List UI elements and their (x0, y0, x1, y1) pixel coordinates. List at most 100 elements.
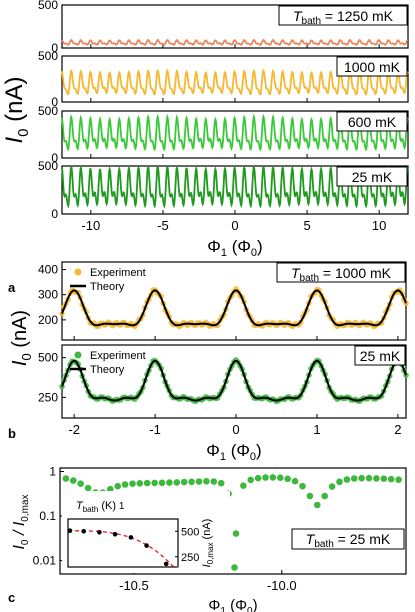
panel-c-point-2 (77, 480, 84, 488)
panel-c-point-35 (321, 492, 329, 500)
panel-c-point-19 (203, 478, 210, 485)
panel-a-series-label-2: 600 mK (348, 114, 397, 130)
panel-c-point-1 (70, 477, 77, 484)
panel-c-inset-point-3 (112, 532, 118, 537)
panel-c-annotation-box (291, 528, 405, 550)
panel-c-point-41 (365, 474, 373, 482)
panel-a-legend-box-2 (336, 111, 408, 132)
panel-c-frame (59, 467, 407, 575)
panel-c-point-13 (158, 479, 166, 487)
panel-b-xlabel: Φ1 (Φ0) (206, 441, 261, 463)
panel-b-legend-theory-1: Theory (90, 364, 125, 376)
panel-b-title-0: Tbath = 1000 mK (291, 265, 392, 284)
panel-a-ytick-label-0-1: 500 (38, 0, 58, 12)
panel-a-xtick-label-2: 0 (231, 218, 238, 233)
panel-b-theory-line-1 (61, 359, 407, 402)
panel-c-point-31 (291, 477, 299, 485)
panel-label-a: a (8, 280, 16, 295)
panel-b-legend-marker-1 (74, 351, 82, 359)
panel-c-inset-point-0 (67, 528, 73, 533)
panel-a-legend-box-0 (278, 5, 408, 26)
panel-c-point-25 (247, 476, 254, 484)
panel-a-subplot-1: 0 500 1000 mK (38, 49, 409, 109)
panel-a-xtick-label-0: -10 (81, 218, 100, 233)
panel-b-ytick-label-0-2: 400 (38, 263, 58, 277)
panel-c-point-6 (107, 485, 114, 493)
panel-c-annotation: Tbath = 25 mK (306, 531, 391, 550)
panel-b-title-box-1 (354, 345, 406, 366)
panel-a-ytick-label-3-1: 500 (38, 159, 58, 173)
panel-c-point-3 (84, 484, 92, 492)
panel-c-inset-frame (67, 518, 179, 568)
panel-a-ytick-label-2-1: 500 (38, 104, 58, 118)
panel-a-ytick-label-0-0: 0 (51, 41, 58, 55)
panel-c-point-30 (284, 475, 292, 483)
panel-b-legend-experiment-1: Experiment (90, 350, 146, 362)
panel-c-points (62, 474, 402, 571)
panel-a-ytick-label-1-1: 500 (38, 49, 58, 63)
panel-c-ytick-label-1: 0.1 (39, 509, 56, 523)
panel-c-inset-ytick-label-1: 250 (181, 552, 199, 564)
panel-a-legend-box-1 (336, 56, 408, 77)
panel-c-inset-point-6 (163, 561, 169, 567)
panel-c-inset-point-2 (97, 530, 102, 535)
panel-c-point-15 (173, 479, 181, 486)
panel-c-ytick-label-2: 0.01 (33, 554, 57, 568)
panel-a-ytick-label-1-0: 0 (51, 95, 58, 109)
panel-c-inset-point-1 (81, 529, 86, 534)
panel-c-point-21 (217, 479, 225, 487)
panel-c-point-20 (210, 478, 218, 485)
panel-c-point-17 (188, 478, 195, 486)
panel-a-ylabel: I0 (nA) (1, 76, 32, 143)
panel-c-xtick-label-1: -10.0 (267, 578, 297, 593)
panel-b-title-1: 25 mK (360, 348, 401, 364)
panel-c-point-10 (136, 480, 144, 487)
panel-c-point-16 (180, 478, 188, 486)
panel-label-c: c (8, 590, 15, 605)
panel-a-series-label-3: 25 mK (352, 169, 393, 185)
panel-c-point-27 (262, 474, 269, 481)
panel-a-xtick-label-4: 10 (372, 218, 386, 233)
panel-c-inset-bg (62, 491, 230, 573)
panel-b-theory-line-0 (61, 289, 407, 327)
panel-label-b: b (8, 426, 16, 441)
panel-c: 1 0.1 0.01 -10.5 -10.0 Tbath = 25 mK Φ1 (Φ0) I0… (11, 465, 407, 612)
panel-b-legend-experiment-0: Experiment (90, 267, 146, 279)
panel-a-legend-box-3 (336, 166, 408, 187)
panel-c-ylabel: I0 / I0,max (11, 494, 31, 549)
panel-c-point-26 (254, 474, 262, 482)
panel-a-xtick-label-3: 5 (303, 218, 310, 233)
panel-c-point-42 (373, 475, 380, 482)
panel-c-point-12 (151, 479, 158, 487)
panel-c-xlabel: Φ1 (Φ0) (208, 597, 257, 612)
panel-c-inset-title: Tbath (K) 1 (76, 500, 125, 514)
panel-a-xtick-label-1: -5 (157, 218, 169, 233)
panel-c-inset-ylabel: I0,max (nA) (201, 519, 215, 568)
panel-a-series-label-0: Tbath = 1250 mK (293, 8, 394, 27)
panel-c-xtick-label-0: -10.5 (119, 578, 149, 593)
panel-c-inset-ytick-label-0: 500 (181, 526, 199, 538)
panel-b-subplot-1: 250 500 Experiment Theory 25 mK (38, 344, 409, 419)
panel-b-ylabel: I0 (nA) (9, 310, 34, 366)
panel-a-series-label-1: 1000 mK (344, 59, 401, 75)
panel-c-point-32 (299, 482, 306, 490)
panel-c-point-39 (350, 475, 358, 482)
panel-c-point-9 (129, 480, 136, 488)
panel-b-xtick-label-1: -1 (149, 422, 161, 437)
panel-a-ytick-label-3-0: 0 (51, 207, 58, 221)
panel-b-xtick-label-0: -2 (68, 422, 80, 437)
panel-a-subplot-3: 0 500 25 mK (38, 159, 409, 221)
panel-c-point-23 (232, 530, 240, 537)
panel-a-xlabel: Φ1 (Φ0) (207, 237, 262, 259)
panel-b-legend-theory-0: Theory (90, 281, 125, 293)
panel-c-point-45 (395, 476, 402, 484)
panel-c-point-11 (143, 479, 151, 487)
panel-c-point-38 (343, 476, 351, 483)
panel-c-point-34 (314, 501, 321, 509)
panel-c-inset-point-5 (144, 543, 149, 548)
panel-b-subplot-0: 200 300 400 Experiment Theory Tbath = 1000 mK (38, 261, 409, 341)
panel-b-ytick-label-1-1: 500 (38, 351, 58, 365)
